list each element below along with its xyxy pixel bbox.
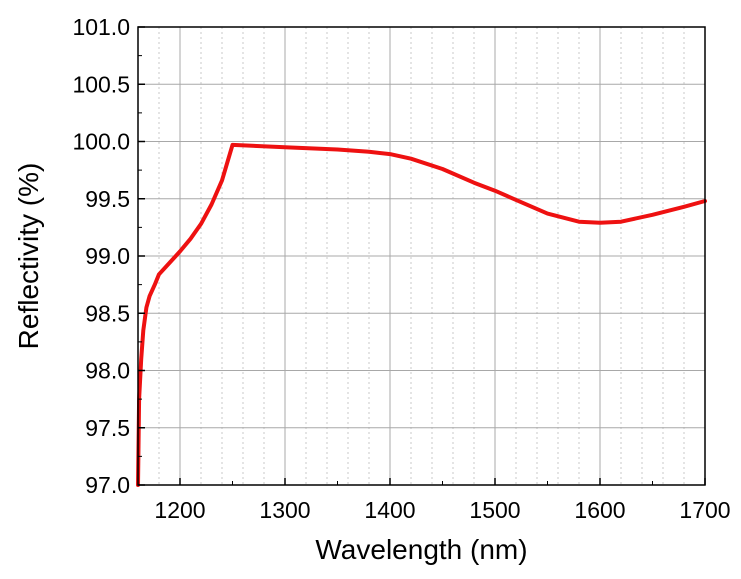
y-tick-label: 98.5 [85, 300, 130, 326]
reflectivity-series-line [136, 142, 707, 487]
x-axis-title: Wavelength (nm) [315, 534, 527, 565]
y-tick-label: 101.0 [72, 14, 130, 40]
y-tick-label: 98.0 [85, 358, 130, 384]
series-layer [136, 142, 707, 487]
x-tick-label: 1700 [679, 497, 730, 523]
x-tick-label: 1300 [259, 497, 310, 523]
axis-ticks [138, 26, 706, 486]
y-tick-label: 99.0 [85, 243, 130, 269]
y-tick-labels: 97.0 97.5 98.0 98.5 99.0 99.5 100.0 100.5 101.0 [72, 14, 130, 498]
x-tick-label: 1400 [364, 497, 415, 523]
x-tick-label: 1500 [469, 497, 520, 523]
y-tick-label: 99.5 [85, 186, 130, 212]
y-tick-label: 100.5 [72, 71, 130, 97]
x-tick-label: 1200 [154, 497, 205, 523]
y-tick-label: 97.0 [85, 472, 130, 498]
minor-grid [137, 27, 685, 485]
y-axis-title: Reflectivity (%) [13, 163, 44, 350]
x-tick-labels: 1200 1300 1400 1500 1600 1700 [154, 497, 730, 523]
y-tick-label: 97.5 [85, 415, 130, 441]
major-grid [138, 27, 705, 485]
y-tick-label: 100.0 [72, 129, 130, 155]
x-tick-label: 1600 [574, 497, 625, 523]
